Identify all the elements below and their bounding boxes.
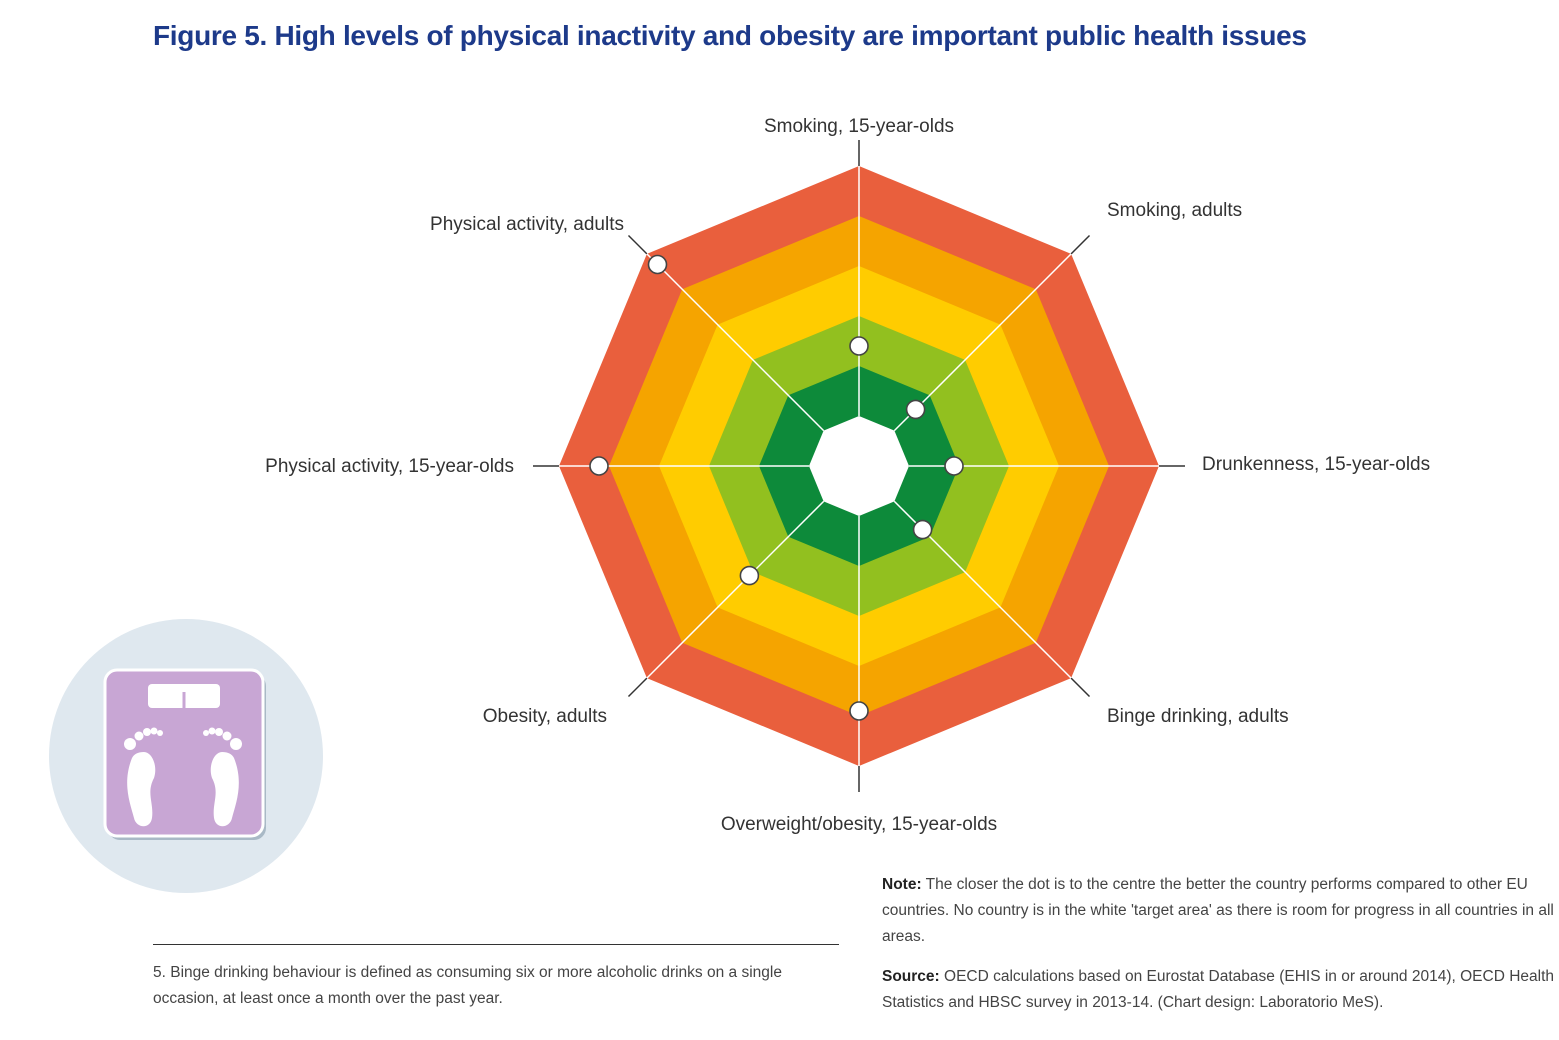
axis-label: Obesity, adults xyxy=(483,706,607,727)
data-point xyxy=(944,456,964,476)
data-point xyxy=(912,519,933,540)
chart-title: Figure 5. High levels of physical inacti… xyxy=(153,20,1307,51)
bathroom-scale-icon xyxy=(48,618,324,894)
data-point xyxy=(849,701,869,721)
data-point xyxy=(905,399,926,420)
axis-label: Smoking, 15-year-olds xyxy=(764,116,954,137)
axis-label: Physical activity, adults xyxy=(430,214,624,235)
axis-label: Overweight/obesity, 15-year-olds xyxy=(721,814,997,835)
data-point xyxy=(849,336,869,356)
radar-spoke-tick xyxy=(1070,234,1091,255)
chart-source: Source: OECD calculations based on Euros… xyxy=(882,964,1554,1016)
radar-spoke-tick xyxy=(627,677,648,698)
radar-spoke-tick xyxy=(1070,677,1091,698)
source-label: Source: xyxy=(882,968,940,985)
axis-label: Physical activity, 15-year-olds xyxy=(265,456,514,477)
footnote: 5. Binge drinking behaviour is defined a… xyxy=(153,964,782,1007)
data-point xyxy=(739,565,760,586)
note-text: The closer the dot is to the centre the … xyxy=(882,876,1554,945)
data-point xyxy=(647,254,668,275)
data-point xyxy=(589,456,609,476)
axis-label: Drunkenness, 15-year-olds xyxy=(1202,454,1430,475)
axis-label: Binge drinking, adults xyxy=(1107,706,1289,727)
radar-spoke xyxy=(893,253,1072,432)
radar-band-0 xyxy=(809,416,909,516)
footnote-divider xyxy=(153,944,839,945)
note-label: Note: xyxy=(882,876,922,893)
source-text: OECD calculations based on Eurostat Data… xyxy=(882,968,1555,1011)
axis-label: Smoking, adults xyxy=(1107,200,1242,221)
chart-note: Note: The closer the dot is to the centr… xyxy=(882,872,1554,950)
radar-spoke xyxy=(646,500,825,679)
radar-spoke-tick xyxy=(627,234,648,255)
radar-spoke xyxy=(646,253,825,432)
